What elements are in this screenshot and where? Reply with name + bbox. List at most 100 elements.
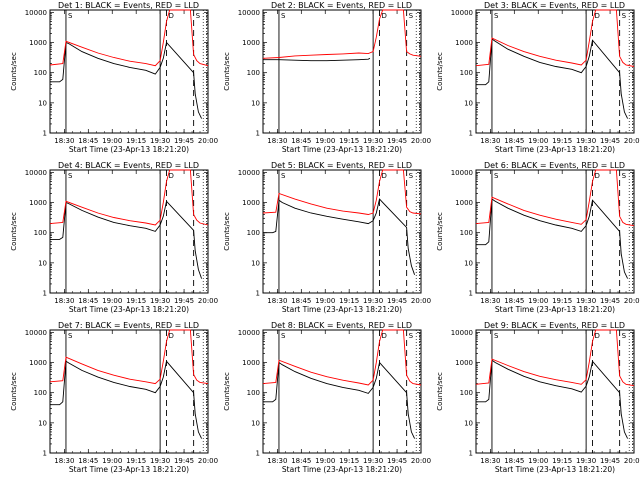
x-tick-label: 19:30 — [576, 457, 596, 465]
series-lld — [262, 9, 422, 59]
x-tick-label: 19:15 — [339, 297, 359, 305]
series-events — [50, 200, 203, 279]
x-tick-label: 18:30 — [54, 137, 74, 145]
x-tick-label: 19:15 — [126, 137, 146, 145]
x-tick-label: 18:30 — [267, 297, 287, 305]
y-tick-label: 100 — [460, 229, 473, 237]
marker-label: S — [409, 12, 414, 20]
x-tick-label: 19:00 — [315, 137, 335, 145]
y-tick-label: 10000 — [238, 169, 260, 177]
marker-label: S — [494, 172, 499, 180]
plot-frame — [262, 169, 422, 294]
x-tick-label: 19:00 — [315, 457, 335, 465]
y-tick-label: 1 — [469, 130, 473, 138]
plot-title: Det 1: BLACK = Events, RED = LLD — [58, 1, 199, 10]
y-axis-label: Counts/sec — [10, 212, 18, 251]
x-tick-label: 18:45 — [78, 457, 98, 465]
x-tick-label: 19:45 — [174, 297, 194, 305]
series-events — [263, 57, 371, 62]
plot-panel-det-9: Det 9: BLACK = Events, RED = LLD 1 10 100 10… — [436, 321, 640, 474]
series-lld — [475, 329, 635, 387]
plot-panel-det-4: Det 4: BLACK = Events, RED = LLD 1 10 100 10… — [10, 161, 218, 314]
series-events — [476, 198, 629, 279]
x-tick-label: 20:00 — [198, 297, 218, 305]
marker-label: S — [281, 332, 286, 340]
marker-label: D — [595, 12, 600, 20]
y-tick-label: 100 — [247, 389, 260, 397]
y-axis-label: Counts/sec — [436, 372, 444, 411]
y-tick-label: 100 — [460, 69, 473, 77]
y-tick-label: 10000 — [25, 329, 47, 337]
y-axis-label: Counts/sec — [436, 212, 444, 251]
x-tick-label: 19:00 — [528, 137, 548, 145]
marker-label: D — [169, 172, 174, 180]
series-events — [476, 359, 629, 439]
plot-title: Det 4: BLACK = Events, RED = LLD — [58, 161, 199, 170]
series-events — [263, 361, 416, 439]
y-tick-label: 1000 — [242, 359, 260, 367]
x-tick-label: 19:15 — [339, 137, 359, 145]
y-tick-label: 1 — [43, 450, 47, 458]
x-tick-label: 19:45 — [387, 457, 407, 465]
y-tick-label: 1 — [256, 290, 260, 298]
plot-title: Det 5: BLACK = Events, RED = LLD — [271, 161, 412, 170]
marker-label: S — [622, 332, 627, 340]
marker-label: S — [68, 12, 73, 20]
marker-label: S — [196, 172, 201, 180]
marker-label: D — [169, 12, 174, 20]
x-tick-label: 20:00 — [198, 457, 218, 465]
series-lld — [49, 329, 209, 385]
marker-label: D — [382, 12, 387, 20]
x-tick-label: 19:45 — [387, 137, 407, 145]
series-lld — [49, 169, 209, 226]
y-tick-label: 1000 — [29, 359, 47, 367]
marker-label: D — [595, 332, 600, 340]
plot-title: Det 8: BLACK = Events, RED = LLD — [271, 321, 412, 330]
y-tick-label: 10000 — [451, 9, 473, 17]
marker-label: S — [622, 12, 627, 20]
marker-label: S — [68, 172, 73, 180]
y-axis-label: Counts/sec — [436, 52, 444, 91]
x-tick-label: 19:15 — [552, 137, 572, 145]
marker-label: S — [68, 332, 73, 340]
plot-title: Det 7: BLACK = Events, RED = LLD — [58, 321, 199, 330]
plot-frame — [49, 9, 209, 134]
series-lld — [262, 169, 422, 215]
plot-frame — [475, 9, 635, 134]
y-axis-label: Counts/sec — [223, 212, 231, 251]
series-events — [263, 198, 416, 275]
y-tick-label: 10000 — [25, 169, 47, 177]
y-tick-label: 1000 — [455, 39, 473, 47]
series-events — [50, 41, 203, 119]
y-tick-label: 100 — [34, 69, 47, 77]
y-tick-label: 1000 — [29, 39, 47, 47]
y-tick-label: 10 — [251, 99, 260, 107]
plot-title: Det 6: BLACK = Events, RED = LLD — [484, 161, 625, 170]
x-tick-label: 19:00 — [528, 297, 548, 305]
x-tick-label: 19:45 — [600, 297, 620, 305]
plot-panel-det-7: Det 7: BLACK = Events, RED = LLD 1 10 100 10… — [10, 321, 218, 474]
y-tick-label: 1000 — [29, 199, 47, 207]
x-axis-label: Start Time (23-Apr-13 18:21:20) — [495, 305, 615, 314]
y-tick-label: 10 — [464, 99, 473, 107]
y-tick-label: 1 — [469, 290, 473, 298]
marker-label: S — [409, 172, 414, 180]
x-tick-label: 19:30 — [150, 297, 170, 305]
marker-label: S — [196, 12, 201, 20]
x-axis-label: Start Time (23-Apr-13 18:21:20) — [495, 145, 615, 154]
x-tick-label: 18:30 — [480, 457, 500, 465]
plot-frame — [475, 169, 635, 294]
y-tick-label: 10 — [38, 419, 47, 427]
y-tick-label: 10000 — [451, 329, 473, 337]
plot-panel-det-1: Det 1: BLACK = Events, RED = LLD 1 10 100 10… — [10, 1, 218, 154]
x-tick-label: 18:45 — [504, 137, 524, 145]
x-tick-label: 20:00 — [624, 457, 640, 465]
y-tick-label: 1 — [256, 130, 260, 138]
marker-label: S — [281, 12, 286, 20]
x-tick-label: 19:45 — [387, 297, 407, 305]
x-tick-label: 18:45 — [291, 297, 311, 305]
x-axis-label: Start Time (23-Apr-13 18:21:20) — [282, 145, 402, 154]
marker-label: S — [196, 332, 201, 340]
x-tick-label: 20:00 — [411, 297, 431, 305]
plot-panel-det-2: Det 2: BLACK = Events, RED = LLD 1 10 100 10… — [223, 1, 431, 154]
